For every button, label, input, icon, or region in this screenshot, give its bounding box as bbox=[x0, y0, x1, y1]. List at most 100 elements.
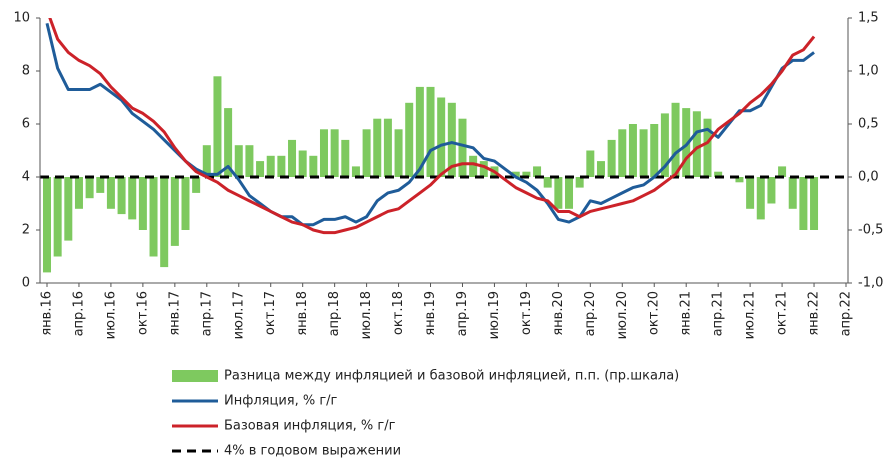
bar bbox=[469, 155, 478, 177]
bar bbox=[618, 129, 627, 177]
y2-tick-label: 0,5 bbox=[858, 117, 879, 132]
x-tick-label: июл.17 bbox=[231, 291, 246, 339]
x-tick-label: янв.22 bbox=[807, 291, 822, 336]
x-tick-label: апр.18 bbox=[327, 291, 342, 336]
bar bbox=[53, 177, 62, 257]
y-tick-label: 8 bbox=[22, 64, 30, 79]
x-tick-label: окт.16 bbox=[135, 291, 150, 335]
bar bbox=[565, 177, 574, 209]
bar bbox=[554, 177, 563, 209]
bar bbox=[245, 145, 254, 177]
bar bbox=[671, 102, 680, 177]
bar bbox=[288, 139, 297, 177]
bar bbox=[682, 108, 691, 177]
bar bbox=[778, 166, 787, 177]
x-tick-label: окт.17 bbox=[263, 291, 278, 335]
bar bbox=[170, 177, 179, 246]
bar bbox=[213, 76, 222, 177]
bar bbox=[405, 102, 414, 177]
bar bbox=[703, 118, 712, 177]
bar bbox=[64, 177, 73, 241]
x-tick-label: апр.17 bbox=[199, 291, 214, 336]
bar bbox=[149, 177, 158, 257]
bar bbox=[543, 177, 552, 188]
bar bbox=[117, 177, 126, 215]
bar bbox=[351, 166, 360, 177]
line bbox=[45, 22, 815, 227]
bar bbox=[628, 124, 637, 177]
bar bbox=[43, 177, 51, 273]
x-tick-label: янв.18 bbox=[295, 291, 310, 336]
bar bbox=[330, 129, 339, 177]
bar bbox=[522, 171, 531, 177]
bar bbox=[74, 177, 83, 209]
x-tick-label: янв.17 bbox=[167, 291, 182, 336]
bar bbox=[735, 177, 744, 183]
bar bbox=[533, 166, 542, 177]
x-tick-label: июл.19 bbox=[487, 291, 502, 339]
x-tick-label: окт.20 bbox=[647, 291, 662, 335]
bar bbox=[788, 177, 797, 209]
y-tick-label: 0 bbox=[22, 276, 30, 291]
x-tick-label: июл.16 bbox=[103, 291, 118, 339]
bar bbox=[202, 145, 211, 177]
bar bbox=[458, 118, 467, 177]
y-tick-label: 4 bbox=[22, 170, 30, 185]
y2-tick-label: 1,5 bbox=[858, 11, 879, 26]
bar bbox=[373, 118, 382, 177]
x-tick-label: апр.16 bbox=[71, 291, 86, 336]
bar bbox=[714, 171, 723, 177]
x-tick-label: апр.22 bbox=[839, 291, 854, 336]
bar bbox=[106, 177, 115, 209]
bar bbox=[660, 113, 669, 177]
bar bbox=[181, 177, 190, 230]
y-tick-label: 10 bbox=[13, 11, 30, 26]
bar bbox=[639, 129, 648, 177]
legend-label: Инфляция, % г/г bbox=[224, 394, 338, 409]
bar bbox=[756, 177, 765, 220]
bar bbox=[256, 161, 265, 177]
bar bbox=[810, 177, 819, 230]
bar bbox=[234, 145, 243, 177]
legend-label: 4% в годовом выражении bbox=[224, 444, 401, 459]
x-tick-label: июл.21 bbox=[743, 291, 758, 339]
bar bbox=[85, 177, 94, 199]
y2-tick-label: -0,5 bbox=[858, 223, 883, 238]
bar bbox=[767, 177, 776, 204]
x-tick-label: апр.21 bbox=[711, 291, 726, 336]
bar bbox=[298, 150, 307, 177]
bar bbox=[511, 171, 520, 177]
bar bbox=[447, 102, 456, 177]
bar bbox=[128, 177, 137, 220]
bar bbox=[362, 129, 371, 177]
y2-tick-label: 0,0 bbox=[858, 170, 879, 185]
bar bbox=[426, 86, 435, 177]
x-tick-label: окт.21 bbox=[775, 291, 790, 335]
x-tick-label: апр.20 bbox=[583, 291, 598, 336]
line bbox=[48, 18, 816, 235]
x-tick-label: янв.19 bbox=[423, 291, 438, 336]
y2-tick-label: 1,0 bbox=[858, 64, 879, 79]
y2-tick-label: -1,0 bbox=[858, 276, 883, 291]
bar bbox=[607, 139, 616, 177]
x-tick-label: июл.20 bbox=[615, 291, 630, 339]
bar bbox=[277, 155, 286, 177]
x-tick-label: окт.18 bbox=[391, 291, 406, 335]
bar bbox=[692, 111, 701, 177]
bar bbox=[746, 177, 755, 209]
x-tick-label: янв.16 bbox=[40, 291, 55, 336]
y-tick-label: 2 bbox=[22, 223, 30, 238]
bar bbox=[319, 129, 328, 177]
bar bbox=[160, 177, 169, 268]
bar bbox=[596, 161, 605, 177]
y-tick-label: 6 bbox=[22, 117, 30, 132]
legend-swatch bbox=[172, 370, 218, 382]
bar bbox=[138, 177, 147, 230]
bar bbox=[650, 124, 659, 177]
legend-label: Базовая инфляция, % г/г bbox=[224, 419, 396, 434]
bar bbox=[383, 118, 392, 177]
bar bbox=[415, 86, 424, 177]
bar bbox=[394, 129, 403, 177]
bar bbox=[479, 161, 488, 177]
